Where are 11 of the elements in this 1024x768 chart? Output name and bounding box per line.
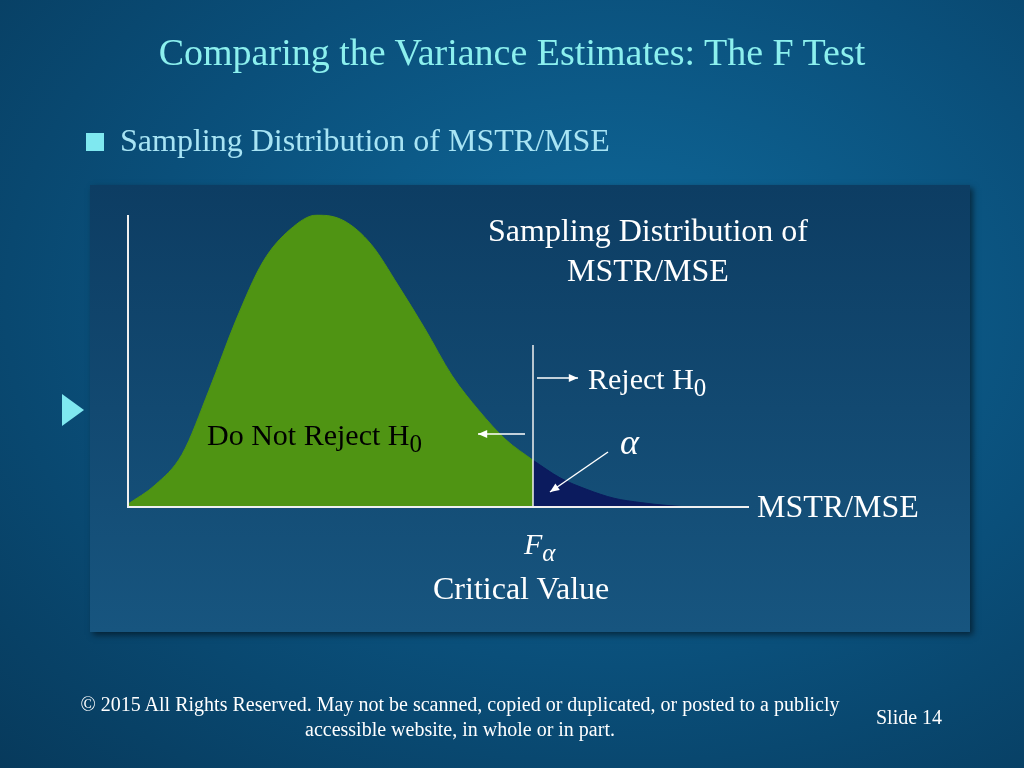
x-axis-title: MSTR/MSE [757,488,919,525]
chart-subtitle: Sampling Distribution of MSTR/MSE [120,122,610,159]
text: Critical Value [433,569,610,608]
annotation: α [620,421,639,464]
text: © 2015 All Rights Reserved. May not be scanned, copied or duplicated, or posted to a publicly accessible website, in whole or in part. [79,692,841,742]
text: Slide 14 [876,705,943,730]
annotation: Sampling Distribution of MSTR/MSE [487,211,809,290]
annotation: Reject H$_{0}$ [588,361,707,403]
annotation: Do Not Reject H$_{0}$ [207,417,422,459]
text: F$_{α}$ [524,526,556,568]
chart-title: Comparing the Variance Estimates: The F Test [157,30,867,74]
